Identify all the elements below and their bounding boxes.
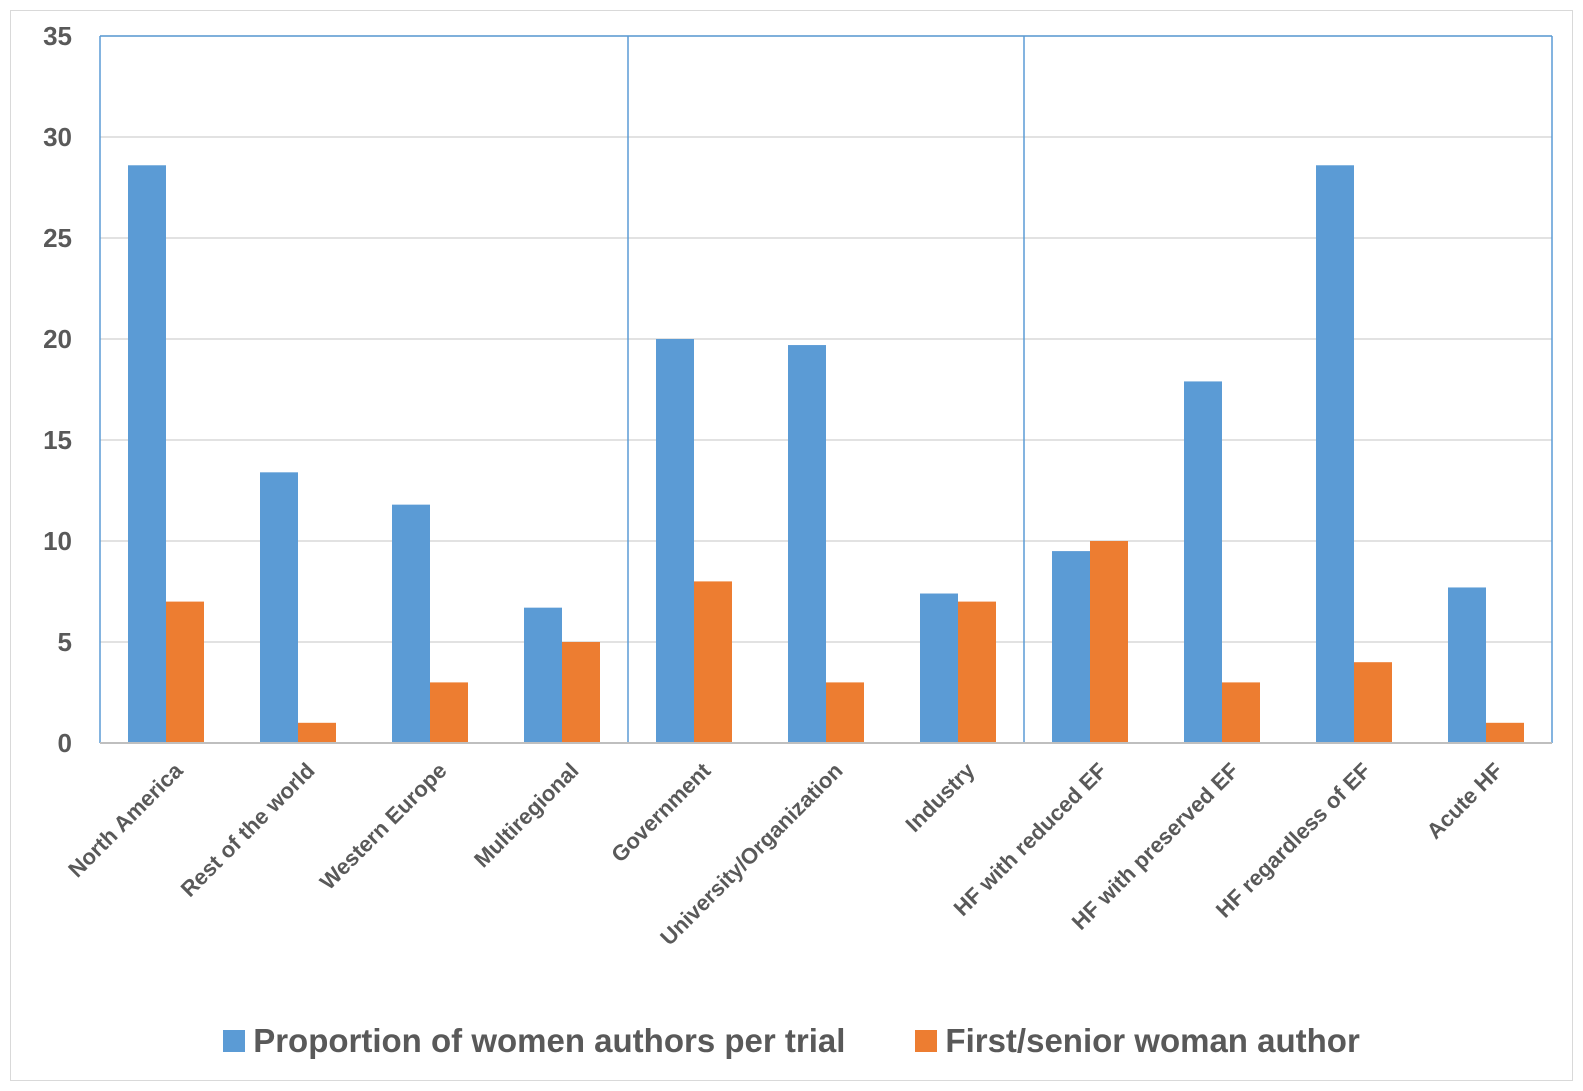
bar-series-1-cat-7 [920, 593, 958, 743]
legend-label-series-1: Proportion of women authors per trial [253, 1022, 846, 1059]
y-tick-label-30: 30 [43, 122, 72, 152]
bar-series-1-cat-10 [1316, 165, 1354, 743]
y-tick-label-10: 10 [43, 526, 72, 556]
x-tick-label-1: North America [63, 757, 188, 882]
legend-label-series-2: First/senior woman author [945, 1022, 1360, 1059]
bar-series-2-cat-2 [298, 722, 336, 743]
bar-series-2-cat-11 [1486, 722, 1524, 743]
y-tick-label-15: 15 [43, 425, 72, 455]
bar-series-2-cat-9 [1222, 682, 1260, 743]
bar-series-1-cat-6 [788, 345, 826, 743]
group-dividers [99, 35, 1553, 744]
bar-series-2-cat-10 [1354, 662, 1392, 743]
x-tick-label-5: Government [606, 757, 716, 867]
bar-series-1-cat-1 [128, 165, 166, 743]
legend-item-series-1: Proportion of women authors per trial [223, 1022, 845, 1060]
x-tick-label-11: Acute HF [1422, 758, 1508, 844]
y-axis-tick-labels: 0 5 10 15 20 25 30 35 [43, 21, 72, 758]
bars [128, 165, 1524, 743]
bar-series-2-cat-4 [562, 642, 600, 743]
y-tick-label-5: 5 [58, 627, 72, 657]
bar-series-1-cat-3 [392, 504, 430, 743]
x-tick-label-2: Rest of the world [176, 758, 320, 902]
y-tick-label-25: 25 [43, 223, 72, 253]
legend-swatch-series-2 [915, 1030, 938, 1052]
bar-series-1-cat-2 [260, 472, 298, 743]
y-tick-label-20: 20 [43, 324, 72, 354]
bar-series-1-cat-8 [1052, 551, 1090, 743]
x-tick-label-3: Western Europe [315, 758, 452, 895]
bar-series-1-cat-11 [1448, 587, 1486, 743]
bar-series-2-cat-7 [958, 601, 996, 743]
bar-series-1-cat-4 [524, 607, 562, 743]
legend-item-series-2: First/senior woman author [915, 1022, 1360, 1060]
bar-series-2-cat-1 [166, 601, 204, 743]
legend-swatch-series-1 [223, 1030, 246, 1052]
bar-series-2-cat-3 [430, 682, 468, 743]
bar-series-2-cat-6 [826, 682, 864, 743]
x-tick-label-4: Multiregional [469, 758, 583, 872]
bar-series-1-cat-5 [656, 339, 694, 743]
bar-series-2-cat-8 [1090, 541, 1128, 743]
bar-series-1-cat-9 [1184, 381, 1222, 743]
bar-series-2-cat-5 [694, 581, 732, 743]
legend: Proportion of women authors per trial Fi… [0, 1022, 1583, 1060]
x-tick-label-7: Industry [900, 757, 980, 837]
y-tick-label-0: 0 [58, 728, 72, 758]
y-tick-label-35: 35 [43, 21, 72, 51]
